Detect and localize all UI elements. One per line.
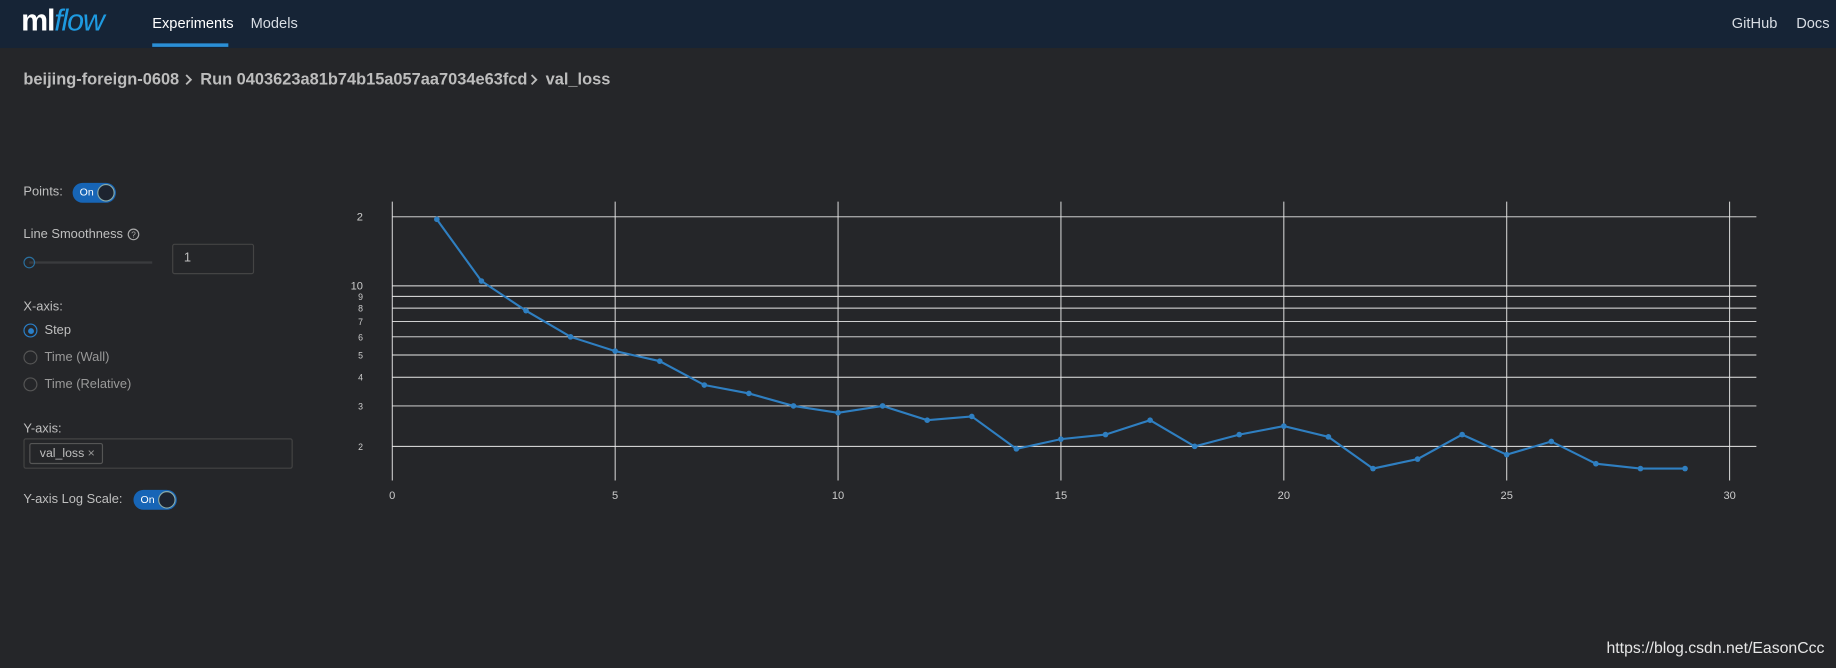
point [790,403,797,409]
point [701,382,708,388]
y-tick-label: 2 [357,211,363,223]
point [968,413,975,420]
y-tick-label: 6 [358,332,363,342]
point [1236,431,1243,438]
point [1370,465,1376,472]
point [612,348,618,354]
toggle-knob [97,183,115,202]
logo[interactable]: mlflow [21,2,105,38]
slider-track [29,261,153,264]
point [1682,465,1688,472]
logo-ml: ml [21,2,55,38]
input[interactable]: 1 [172,243,255,275]
point [1013,446,1020,452]
point [1459,431,1465,438]
y-tick-label: 7 [358,317,363,327]
point [879,403,886,409]
help-icon[interactable]: ? [126,227,140,241]
point [478,278,485,284]
tag-text: val_loss [39,446,85,461]
y-tick-label: 10 [351,280,363,292]
point [434,216,440,223]
point [1637,465,1644,472]
label: Y-axis Log Scale: [23,492,123,507]
x-tick-label: 25 [1501,490,1513,502]
toggle[interactable]: On [133,489,177,510]
logo-flow: flow [54,2,105,38]
point [746,390,752,397]
svg-text:?: ? [131,230,136,239]
y-tick-label: 9 [358,292,363,302]
point [1325,434,1332,440]
point [924,417,931,424]
y-tick-label: 3 [358,401,363,411]
toggle[interactable]: On [72,182,116,203]
breadcrumb: val_loss [545,69,611,88]
label: X-axis: [23,300,63,315]
active-underline [152,43,229,47]
select[interactable]: val_loss × [23,438,293,469]
y-tick-label: 2 [358,442,363,452]
chevron [185,74,193,86]
point [1058,436,1064,442]
point [1281,423,1287,429]
x-tick-label: 15 [1055,490,1067,502]
toggle-text: On [140,493,155,506]
chevron [530,74,538,86]
y-tick-label: 4 [358,373,363,383]
point [656,358,663,364]
point [567,334,574,340]
radio-label[interactable]: Time (Wall) [44,350,110,365]
tag[interactable]: val_loss × [29,442,104,465]
y-tick-label: 5 [358,351,363,361]
input-value: 1 [183,250,192,265]
point [1191,443,1198,450]
point [1414,456,1421,462]
point [1102,431,1109,438]
radio-label[interactable]: Time (Relative) [44,377,132,392]
point [1548,438,1555,445]
watermark: https://blog.csdn.net/EasonCcc [1606,638,1825,657]
breadcrumb[interactable]: beijing-foreign-0608 [23,69,180,88]
point [523,307,529,314]
nav-link[interactable]: GitHub [1731,15,1778,32]
label: Points: [23,185,63,200]
point [835,409,841,416]
label: Line Smoothness [23,227,123,242]
toggle-knob [158,491,176,509]
point [1593,460,1599,467]
label: Y-axis: [23,421,62,436]
nav-link[interactable]: Models [250,15,298,32]
nav-bar: mlflow Experiments Models GitHub Docs [0,0,1836,49]
y-tick-label: 8 [358,304,363,314]
breadcrumb[interactable]: Run 0403623a81b74b15a057aa7034e63fcd [200,69,528,88]
radio[interactable] [23,323,38,338]
x-tick-label: 20 [1278,490,1290,502]
x-tick-label: 10 [832,490,844,502]
x-tick-label: 5 [612,490,618,502]
radio[interactable] [23,377,38,392]
radio-label[interactable]: Step [44,323,72,338]
point [1147,417,1153,424]
slider-handle[interactable] [23,256,36,269]
point [1503,451,1510,458]
nav-link[interactable]: Experiments [152,15,234,32]
nav-link[interactable]: Docs [1796,15,1830,32]
radio[interactable] [23,350,38,365]
x-tick-label: 0 [389,490,395,502]
x-tick-label: 30 [1723,490,1735,502]
toggle-text: On [79,186,94,199]
